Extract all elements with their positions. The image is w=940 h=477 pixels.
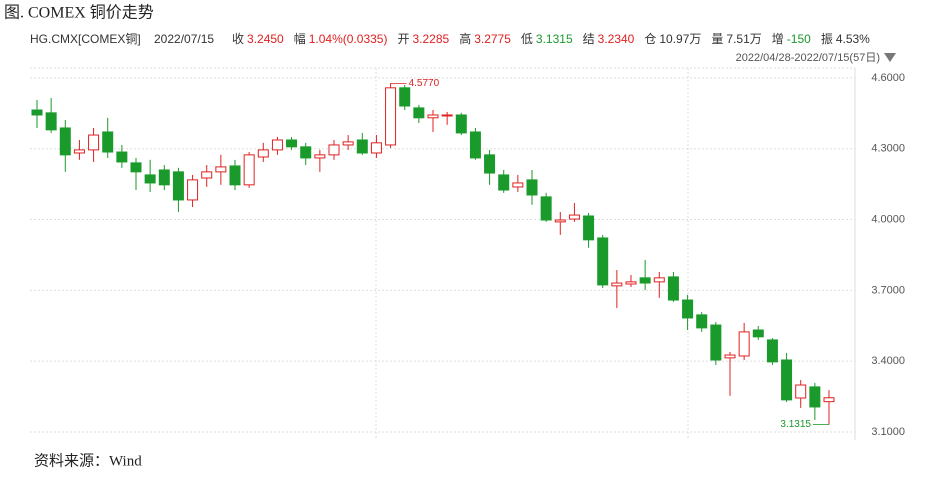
field-value: 1.04%(0.0335) <box>309 32 388 46</box>
candle-body <box>314 154 326 159</box>
candle-body <box>441 114 453 117</box>
candle-body <box>583 215 595 241</box>
candle-body <box>144 174 156 184</box>
y-tick-label: 4.6000 <box>871 72 905 84</box>
field-label: 增 <box>772 32 784 46</box>
field-value: 4.53% <box>836 32 870 46</box>
field-value: -150 <box>787 32 811 46</box>
chart-title: 图. COMEX 铜价走势 <box>4 4 154 22</box>
candle-body <box>102 131 114 153</box>
candle-body <box>300 146 312 159</box>
candle-body <box>710 324 722 361</box>
marker-label: 4.5770 <box>409 78 440 89</box>
candle-body <box>597 237 609 286</box>
field-value: 3.1315 <box>536 32 573 46</box>
candle-body <box>328 144 340 156</box>
candle-body <box>653 277 665 283</box>
candle-body <box>766 339 778 363</box>
candle-body <box>45 112 57 131</box>
candle-body <box>639 277 651 284</box>
symbol: HG.CMX[COMEX铜] <box>30 31 141 46</box>
date-range: 2022/04/28-2022/07/15(57日) <box>736 52 880 64</box>
candle-body <box>356 139 368 154</box>
candle-body <box>795 384 807 399</box>
y-tick-label: 3.1000 <box>871 426 905 438</box>
candle-body <box>88 134 100 151</box>
candle-body <box>484 154 496 174</box>
candle-body <box>455 114 467 134</box>
candle-body <box>73 149 85 154</box>
candle-body <box>370 142 382 154</box>
candle-body <box>257 149 269 158</box>
candle-body <box>611 282 623 287</box>
source-note: 资料来源：Wind <box>34 452 142 469</box>
candle-body <box>738 331 750 357</box>
candle-body <box>667 276 679 301</box>
candle-body <box>59 127 71 156</box>
candle-body <box>158 169 170 186</box>
y-tick-label: 4.0000 <box>871 213 905 225</box>
field-label: 收 <box>232 32 244 46</box>
candle-body <box>752 329 764 338</box>
y-tick-label: 3.4000 <box>871 355 905 367</box>
field-value: 3.2340 <box>598 32 635 46</box>
y-tick-label: 4.3000 <box>871 143 905 155</box>
candle-body <box>187 179 199 201</box>
candle-body <box>201 171 213 179</box>
field-label: 高 <box>459 31 471 46</box>
candle-body <box>682 299 694 319</box>
field-label: 开 <box>397 32 409 46</box>
field-value: 10.97万 <box>659 32 701 46</box>
candle-body <box>215 166 227 173</box>
candle-body <box>116 151 128 163</box>
candle-body <box>469 131 481 159</box>
y-tick-label: 3.7000 <box>871 284 905 296</box>
candle-body <box>243 154 255 186</box>
candle-body <box>271 139 283 151</box>
field-value: 3.2775 <box>474 32 511 46</box>
field-label: 量 <box>711 32 723 46</box>
candle-body <box>696 314 708 329</box>
field-value: 3.2285 <box>412 32 449 46</box>
marker-label: 3.1315 <box>780 419 811 430</box>
range-toggle[interactable] <box>884 53 896 62</box>
field-label: 结 <box>583 32 595 46</box>
candle-body <box>809 386 821 408</box>
candle-body <box>568 214 580 220</box>
candle-body <box>342 141 354 146</box>
candle-body <box>385 87 397 146</box>
candle-body <box>399 87 411 107</box>
candle-body <box>427 114 439 119</box>
candle-body <box>724 354 736 359</box>
date: 2022/07/15 <box>154 32 214 46</box>
candle-body <box>172 171 184 201</box>
field-value: 7.51万 <box>726 32 761 46</box>
candle-body <box>823 397 835 403</box>
candle-body <box>540 196 552 221</box>
candle-body <box>130 162 142 173</box>
candle-body <box>229 165 241 186</box>
candle-body <box>526 179 538 196</box>
candle-body <box>512 182 524 188</box>
field-label: 幅 <box>294 31 306 46</box>
candle-body <box>498 174 510 191</box>
candle-body <box>625 281 637 285</box>
candle-body <box>286 139 298 148</box>
candle-body <box>781 359 793 401</box>
field-label: 振 <box>821 32 833 46</box>
field-label: 仓 <box>644 32 656 46</box>
candle-body <box>554 219 566 223</box>
field-label: 低 <box>521 32 533 46</box>
candle-body <box>413 107 425 119</box>
field-value: 3.2450 <box>247 32 284 46</box>
candle-body <box>31 109 43 116</box>
